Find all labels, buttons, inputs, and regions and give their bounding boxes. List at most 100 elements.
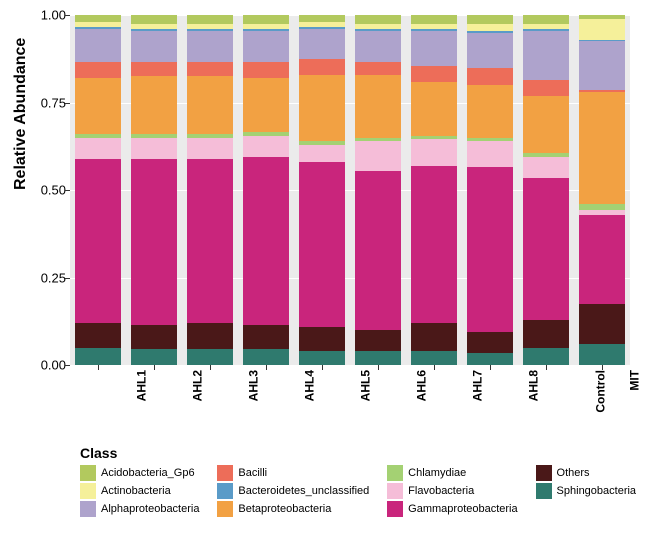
segment-Sphingobacteria bbox=[243, 349, 289, 365]
y-tick-label: 1.00 bbox=[26, 8, 66, 23]
x-tick-label: Control bbox=[594, 370, 608, 413]
bar-MIT bbox=[579, 15, 625, 365]
segment-Alphaproteobacteria bbox=[75, 29, 121, 62]
x-tick-mark bbox=[154, 365, 155, 370]
x-tick-mark bbox=[266, 365, 267, 370]
segment-Gammaproteobacteria bbox=[355, 171, 401, 330]
x-tick-mark bbox=[546, 365, 547, 370]
legend-swatch bbox=[80, 483, 96, 499]
segment-Betaproteobacteria bbox=[75, 78, 121, 134]
segment-Flavobacteria bbox=[299, 145, 345, 163]
segment-Alphaproteobacteria bbox=[355, 31, 401, 63]
legend-swatch bbox=[217, 501, 233, 517]
legend-label: Acidobacteria_Gp6 bbox=[101, 467, 195, 479]
segment-Flavobacteria bbox=[131, 138, 177, 159]
bar-slot bbox=[126, 15, 182, 365]
bar-slot bbox=[182, 15, 238, 365]
segment-Gammaproteobacteria bbox=[131, 159, 177, 325]
segment-Others bbox=[131, 325, 177, 350]
segment-Alphaproteobacteria bbox=[187, 31, 233, 63]
x-tick-label: AHL6 bbox=[414, 370, 428, 401]
legend-item-Actinobacteria: Actinobacteria bbox=[80, 483, 203, 499]
segment-Betaproteobacteria bbox=[411, 82, 457, 136]
segment-Alphaproteobacteria bbox=[579, 41, 625, 90]
x-tick-mark bbox=[434, 365, 435, 370]
legend-swatch bbox=[387, 465, 403, 481]
x-tick-label: AHL8 bbox=[526, 370, 540, 401]
segment-Alphaproteobacteria bbox=[243, 31, 289, 63]
bar-AHL7 bbox=[411, 15, 457, 365]
segment-Alphaproteobacteria bbox=[299, 29, 345, 59]
segment-Flavobacteria bbox=[523, 157, 569, 178]
bar-slot bbox=[294, 15, 350, 365]
segment-Flavobacteria bbox=[187, 138, 233, 159]
segment-Alphaproteobacteria bbox=[131, 31, 177, 63]
legend: Class Acidobacteria_Gp6BacilliChlamydiae… bbox=[80, 445, 640, 517]
segment-Gammaproteobacteria bbox=[299, 162, 345, 327]
segment-Sphingobacteria bbox=[355, 351, 401, 365]
legend-label: Alphaproteobacteria bbox=[101, 503, 199, 515]
y-tick-label: 0.25 bbox=[26, 270, 66, 285]
segment-Sphingobacteria bbox=[131, 349, 177, 365]
x-tick-mark bbox=[210, 365, 211, 370]
segment-Betaproteobacteria bbox=[187, 76, 233, 134]
segment-Acidobacteria_Gp6 bbox=[523, 15, 569, 24]
segment-Acidobacteria_Gp6 bbox=[411, 15, 457, 24]
legend-item-Gammaproteobacteria: Gammaproteobacteria bbox=[387, 501, 521, 517]
legend-item-Bacilli: Bacilli bbox=[217, 465, 373, 481]
segment-Betaproteobacteria bbox=[243, 78, 289, 132]
bar-slot bbox=[238, 15, 294, 365]
legend-label: Gammaproteobacteria bbox=[408, 503, 517, 515]
x-tick-mark bbox=[602, 365, 603, 370]
segment-Flavobacteria bbox=[355, 141, 401, 171]
segment-Bacilli bbox=[411, 66, 457, 82]
segment-Sphingobacteria bbox=[411, 351, 457, 365]
x-tick-mark bbox=[378, 365, 379, 370]
segment-Others bbox=[467, 332, 513, 353]
segment-Others bbox=[187, 323, 233, 349]
legend-label: Bacteroidetes_unclassified bbox=[238, 485, 369, 497]
bar-AHL5 bbox=[299, 15, 345, 365]
legend-label: Sphingobacteria bbox=[557, 485, 637, 497]
segment-Betaproteobacteria bbox=[579, 92, 625, 204]
segment-Acidobacteria_Gp6 bbox=[75, 15, 121, 22]
legend-item-Betaproteobacteria: Betaproteobacteria bbox=[217, 501, 373, 517]
segment-Actinobacteria bbox=[467, 24, 513, 31]
segment-Acidobacteria_Gp6 bbox=[299, 15, 345, 22]
segment-Others bbox=[579, 304, 625, 344]
bar-slot bbox=[574, 15, 630, 365]
segment-Others bbox=[75, 323, 121, 348]
legend-label: Actinobacteria bbox=[101, 485, 171, 497]
legend-swatch bbox=[536, 465, 552, 481]
x-tick-mark bbox=[490, 365, 491, 370]
legend-swatch bbox=[387, 483, 403, 499]
legend-item-Bacteroidetes_unclassified: Bacteroidetes_unclassified bbox=[217, 483, 373, 499]
bar-AHL2 bbox=[131, 15, 177, 365]
segment-Bacilli bbox=[187, 62, 233, 76]
legend-item-Others: Others bbox=[536, 465, 640, 481]
x-tick-label: AHL5 bbox=[358, 370, 372, 401]
bar-slot bbox=[70, 15, 126, 365]
segment-Betaproteobacteria bbox=[467, 85, 513, 138]
legend-item-Acidobacteria_Gp6: Acidobacteria_Gp6 bbox=[80, 465, 203, 481]
x-tick-label: AHL2 bbox=[190, 370, 204, 401]
segment-Sphingobacteria bbox=[579, 344, 625, 365]
segment-Bacilli bbox=[131, 62, 177, 76]
segment-Sphingobacteria bbox=[523, 348, 569, 366]
segment-Flavobacteria bbox=[243, 136, 289, 157]
legend-label: Bacilli bbox=[238, 467, 267, 479]
segment-Sphingobacteria bbox=[299, 351, 345, 365]
segment-Acidobacteria_Gp6 bbox=[187, 15, 233, 24]
x-tick-label: AHL3 bbox=[246, 370, 260, 401]
segment-Betaproteobacteria bbox=[523, 96, 569, 154]
legend-label: Betaproteobacteria bbox=[238, 503, 331, 515]
segment-Alphaproteobacteria bbox=[523, 31, 569, 80]
segment-Gammaproteobacteria bbox=[579, 215, 625, 304]
legend-swatch bbox=[80, 465, 96, 481]
x-tick-mark bbox=[322, 365, 323, 370]
segment-Sphingobacteria bbox=[467, 353, 513, 365]
segment-Others bbox=[355, 330, 401, 351]
legend-label: Others bbox=[557, 467, 590, 479]
x-tick-label: AHL1 bbox=[134, 370, 148, 401]
bar-AHL8 bbox=[467, 15, 513, 365]
